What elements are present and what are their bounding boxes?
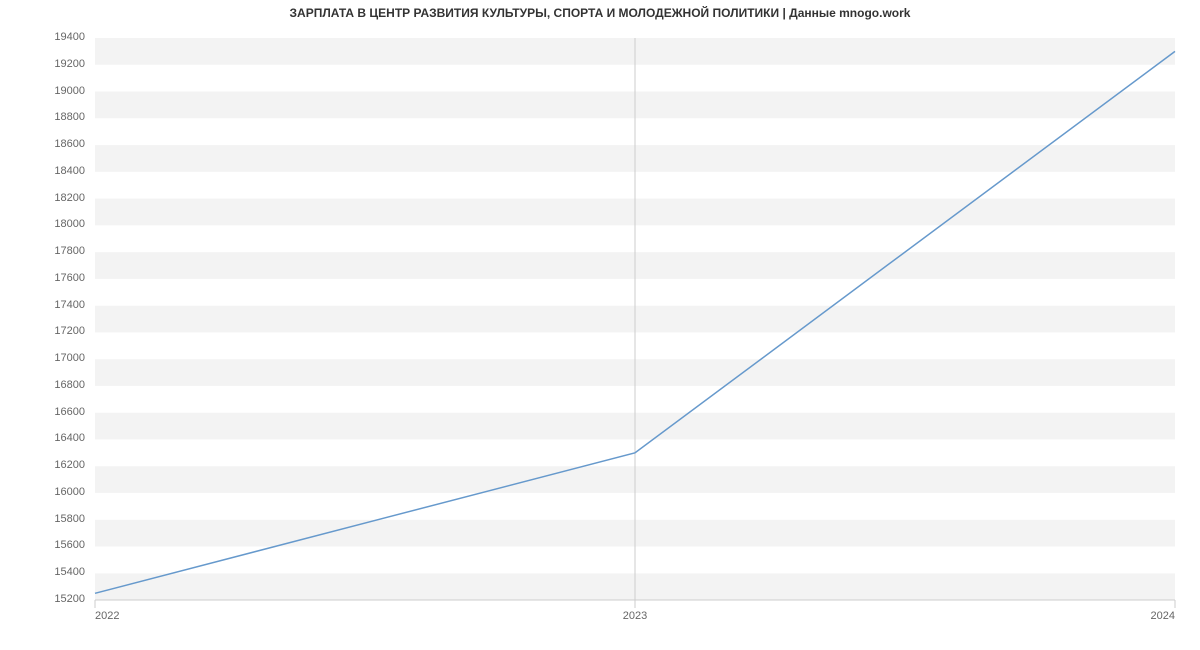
y-tick-label: 15800 xyxy=(0,513,85,525)
y-tick-label: 15200 xyxy=(0,593,85,605)
y-tick-label: 18000 xyxy=(0,218,85,230)
y-tick-label: 16200 xyxy=(0,459,85,471)
y-tick-label: 16600 xyxy=(0,406,85,418)
line-chart: ЗАРПЛАТА В ЦЕНТР РАЗВИТИЯ КУЛЬТУРЫ, СПОР… xyxy=(0,0,1200,650)
y-tick-label: 16800 xyxy=(0,379,85,391)
y-tick-label: 17200 xyxy=(0,325,85,337)
y-tick-label: 18600 xyxy=(0,138,85,150)
y-tick-label: 19000 xyxy=(0,85,85,97)
x-tick-label: 2022 xyxy=(95,610,155,622)
y-tick-label: 15600 xyxy=(0,539,85,551)
y-tick-label: 15400 xyxy=(0,566,85,578)
y-tick-label: 18400 xyxy=(0,165,85,177)
y-tick-label: 17600 xyxy=(0,272,85,284)
y-tick-label: 17800 xyxy=(0,245,85,257)
x-tick-label: 2024 xyxy=(1115,610,1175,622)
chart-title: ЗАРПЛАТА В ЦЕНТР РАЗВИТИЯ КУЛЬТУРЫ, СПОР… xyxy=(0,6,1200,20)
y-tick-label: 16400 xyxy=(0,432,85,444)
plot-area xyxy=(95,38,1175,600)
y-tick-label: 17000 xyxy=(0,352,85,364)
y-tick-label: 19400 xyxy=(0,31,85,43)
y-tick-label: 16000 xyxy=(0,486,85,498)
y-tick-label: 19200 xyxy=(0,58,85,70)
y-tick-label: 18200 xyxy=(0,192,85,204)
y-tick-label: 17400 xyxy=(0,299,85,311)
y-tick-label: 18800 xyxy=(0,111,85,123)
x-tick-label: 2023 xyxy=(605,610,665,622)
